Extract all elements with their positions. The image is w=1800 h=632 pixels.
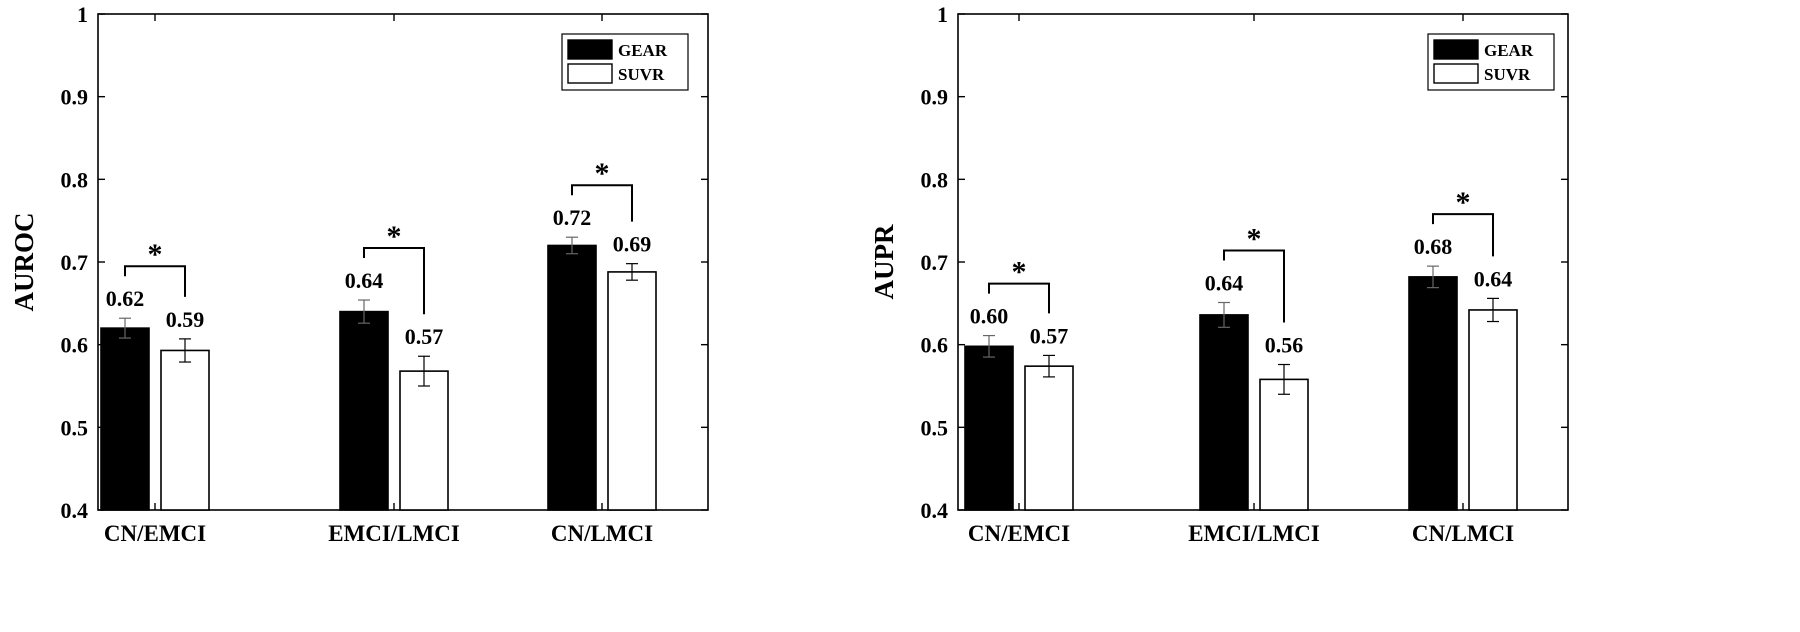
value-label: 0.69 [613,232,652,257]
x-category-label: CN/EMCI [104,521,206,546]
y-tick-label: 0.5 [921,415,949,440]
legend-label: SUVR [1484,65,1531,84]
legend-label: GEAR [618,41,668,60]
x-category-label: EMCI/LMCI [328,521,460,546]
y-tick-label: 0.5 [61,415,89,440]
significance-bracket [571,184,633,222]
value-label: 0.64 [345,268,384,293]
y-tick-label: 0.4 [61,498,89,523]
legend-label: SUVR [618,65,665,84]
y-tick-label: 0.6 [921,333,949,358]
bar-suvr [399,370,449,511]
y-tick-label: 1 [77,2,88,27]
legend: GEAR SUVR [561,33,689,91]
significance-star: * [1012,256,1027,289]
value-label: 0.57 [1030,323,1069,348]
x-category-label: CN/LMCI [1412,521,1514,546]
significance-bracket [1432,213,1494,257]
value-label: 0.64 [1474,266,1513,291]
bar-suvr [160,349,210,511]
value-label: 0.72 [553,205,592,230]
y-tick-label: 0.8 [921,167,949,192]
value-label: 0.64 [1205,271,1244,296]
significance-star: * [1247,223,1262,256]
y-tick-label: 0.4 [921,498,949,523]
value-label: 0.68 [1414,234,1453,259]
value-label: 0.56 [1265,333,1304,358]
legend-swatch-gear [1433,39,1479,60]
legend-swatch-gear [567,39,613,60]
significance-star: * [387,220,402,253]
significance-star: * [1456,186,1471,219]
y-tick-label: 0.6 [61,333,89,358]
bar-suvr [607,271,657,511]
legend-swatch-suvr [567,63,613,84]
bar-suvr [1024,365,1074,511]
y-tick-label: 0.7 [61,250,89,275]
bar-suvr [1259,378,1309,511]
value-label: 0.59 [166,307,205,332]
y-tick-label: 1 [937,2,948,27]
value-label: 0.60 [970,304,1009,329]
y-tick-label: 0.9 [61,85,89,110]
significance-bracket [124,265,186,297]
bar-gear [547,244,597,511]
legend-swatch-suvr [1433,63,1479,84]
y-tick-label: 0.8 [61,167,89,192]
legend-label: GEAR [1484,41,1534,60]
bar-gear [1408,276,1458,511]
bar-gear [100,327,150,511]
value-label: 0.62 [106,286,145,311]
chart-panel-auroc: 0.4 0.5 0.6 0.7 0.8 0.9 1 AUROC CN/EMCI 0.62 0.59 *… [9,2,709,546]
significance-bracket [1223,249,1285,323]
y-tick-label: 0.9 [921,85,949,110]
x-category-label: EMCI/LMCI [1188,521,1320,546]
y-axis-label: AUPR [869,224,899,299]
significance-star: * [595,157,610,190]
legend: GEAR SUVR [1427,33,1555,91]
chart-panel-aupr: 0.4 0.5 0.6 0.7 0.8 0.9 1 AUPR CN/EMCI 0.60 0.57 * E… [869,2,1569,546]
significance-star: * [148,238,163,271]
bar-gear [1199,314,1249,511]
significance-bracket [988,282,1050,314]
value-label: 0.57 [405,324,444,349]
bar-suvr [1468,309,1518,511]
x-category-label: CN/EMCI [968,521,1070,546]
y-axis-label: AUROC [9,213,39,312]
bar-gear [964,345,1014,511]
y-tick-label: 0.7 [921,250,949,275]
bar-gear [339,310,389,511]
significance-bracket [363,247,425,315]
x-category-label: CN/LMCI [551,521,653,546]
